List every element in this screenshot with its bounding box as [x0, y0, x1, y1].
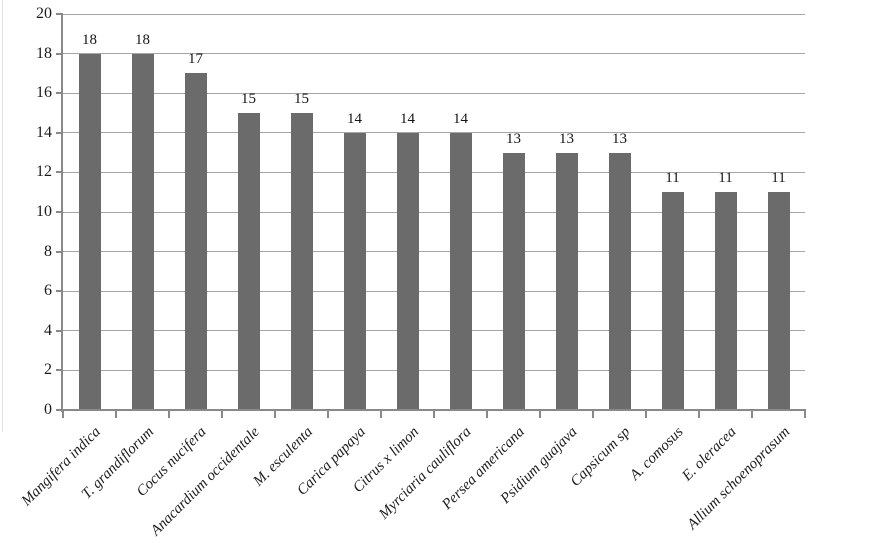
x-tick-mark	[539, 410, 541, 418]
y-tick-label: 2	[44, 361, 52, 379]
gridline	[63, 13, 805, 15]
y-tick-label: 4	[44, 321, 52, 339]
y-axis-line	[61, 14, 63, 412]
x-tick-mark	[274, 410, 276, 418]
bar	[290, 113, 313, 409]
y-tick-mark	[56, 171, 63, 174]
gridline	[63, 132, 805, 134]
bar-value-label: 14	[453, 110, 468, 127]
bar-value-label: 18	[135, 31, 150, 48]
gridline	[63, 251, 805, 253]
y-tick-mark	[56, 409, 63, 411]
x-tick-mark	[433, 410, 435, 418]
bar	[237, 113, 260, 409]
category-label: A. comosus	[627, 424, 687, 484]
y-tick-label: 6	[44, 282, 52, 300]
x-tick-mark	[698, 410, 700, 418]
y-tick-label: 12	[36, 163, 52, 181]
y-tick-label: 16	[36, 84, 52, 102]
bar	[555, 152, 578, 409]
gridline	[63, 330, 805, 332]
y-tick-mark	[56, 92, 63, 95]
bar	[502, 152, 525, 409]
bar	[78, 53, 101, 409]
bar	[184, 73, 207, 409]
gridline	[63, 290, 805, 292]
gridline	[63, 53, 805, 55]
x-tick-mark	[380, 410, 382, 418]
y-tick-mark	[56, 369, 63, 372]
category-label: Myrciaria cauliflora	[376, 424, 475, 523]
x-tick-mark	[645, 410, 647, 418]
gridline	[63, 211, 805, 213]
gridline	[63, 369, 805, 371]
bar-value-label: 14	[347, 110, 362, 127]
y-tick-label: 14	[36, 123, 52, 141]
y-tick-label: 10	[36, 203, 52, 220]
bar-value-label: 13	[559, 130, 574, 147]
bar	[661, 192, 684, 409]
y-tick-mark	[56, 52, 63, 55]
gridline	[63, 92, 805, 94]
category-label: Anacardium occidentale	[147, 424, 263, 539]
bar	[396, 132, 419, 409]
bar	[714, 192, 737, 409]
y-tick-mark	[56, 290, 63, 293]
bar-value-label: 18	[82, 31, 97, 48]
x-tick-mark	[751, 410, 753, 418]
y-tick-label: 18	[36, 44, 52, 62]
x-tick-mark	[115, 410, 117, 418]
y-tick-label: 8	[44, 242, 52, 260]
bar	[449, 132, 472, 409]
y-tick-label: 0	[44, 401, 52, 418]
bar-value-label: 15	[241, 91, 256, 107]
x-tick-mark	[221, 410, 223, 418]
x-tick-mark	[804, 410, 806, 418]
bar-value-label: 11	[718, 170, 733, 187]
y-tick-mark	[56, 13, 63, 15]
image-edge-artifact	[2, 0, 3, 432]
x-tick-mark	[62, 410, 64, 418]
y-tick-label: 20	[36, 5, 52, 22]
bar-value-label: 11	[665, 170, 680, 187]
bar-value-label: 11	[771, 170, 786, 187]
bar	[343, 132, 366, 409]
y-tick-mark	[56, 329, 63, 332]
gridline	[63, 171, 805, 173]
bar	[131, 53, 154, 409]
bar-value-label: 17	[188, 51, 203, 68]
bar-value-label: 13	[612, 130, 627, 147]
category-label: Allium schoenoprasum	[683, 424, 793, 533]
y-tick-mark	[56, 211, 63, 213]
x-tick-mark	[327, 410, 329, 418]
bar-value-label: 13	[506, 130, 521, 147]
x-tick-mark	[486, 410, 488, 418]
bar-value-label: 15	[294, 91, 309, 107]
x-tick-mark	[168, 410, 170, 418]
bar	[767, 192, 790, 409]
bar	[608, 152, 631, 409]
x-tick-mark	[592, 410, 594, 418]
y-tick-mark	[56, 250, 63, 253]
bar-value-label: 14	[400, 110, 415, 127]
y-tick-mark	[56, 131, 63, 134]
